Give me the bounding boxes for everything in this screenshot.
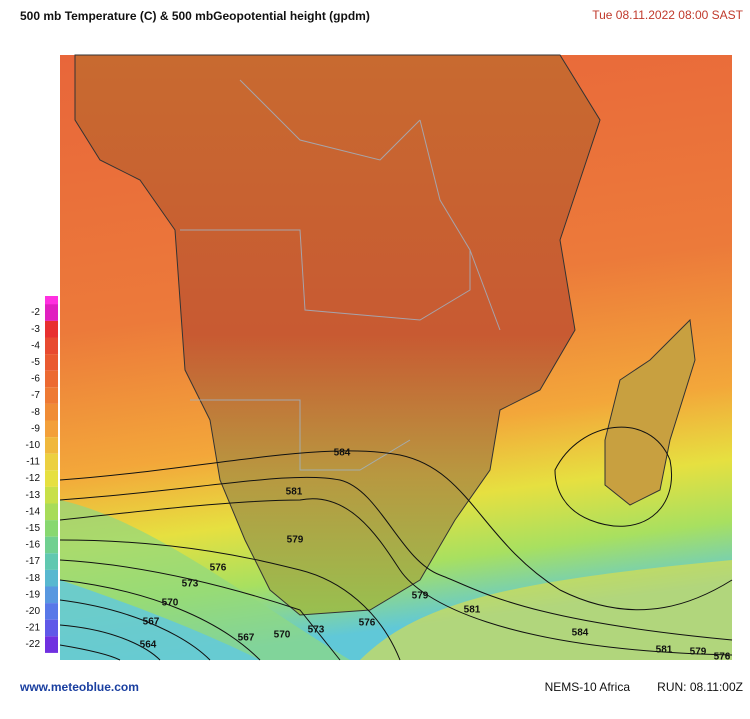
legend-label: -14	[26, 506, 41, 517]
legend-swatch	[45, 503, 58, 521]
source[interactable]: www.meteoblue.com	[19, 680, 139, 694]
legend-label: -21	[26, 623, 41, 634]
legend-swatch	[45, 569, 58, 587]
contour-label: 570	[274, 630, 291, 641]
legend-label: -8	[31, 407, 40, 418]
contour-label: 576	[210, 563, 227, 574]
legend-label: -7	[31, 390, 40, 401]
contour-label: 584	[572, 628, 589, 639]
contour-label: 567	[143, 617, 160, 628]
madagascar	[604, 318, 696, 506]
legend-swatch	[45, 520, 58, 537]
legend-label: -4	[31, 340, 40, 351]
legend-label: -19	[26, 589, 41, 600]
datetime: Tue 08.11.2022 08:00 SAST	[592, 8, 743, 22]
cold-core	[60, 580, 260, 660]
contour-label: 581	[656, 645, 673, 656]
legend-label: -9	[31, 423, 40, 434]
legend-label: -10	[26, 440, 41, 451]
rivers-borders	[180, 79, 501, 471]
contour-label: 576	[714, 652, 731, 663]
legend-swatch	[45, 370, 58, 388]
color-legend: -2 -3 -4 -5 -6 -7 -8 -9 -10 -11 -12 -13 -14 -15 -16 -17…	[26, 296, 58, 653]
map	[59, 54, 733, 661]
legend-swatch	[45, 304, 58, 321]
legend-swatch	[45, 337, 58, 355]
contour-label: 579	[412, 591, 429, 602]
legend-label: -20	[26, 606, 41, 617]
model: NEMS-10 Africa	[545, 680, 631, 694]
legend-swatch	[45, 636, 58, 653]
legend-swatch	[45, 586, 58, 604]
contour-label: 579	[690, 647, 707, 658]
legend-label: -16	[26, 540, 41, 551]
legend-swatch	[45, 453, 58, 471]
legend-label: -17	[26, 556, 41, 567]
legend-swatch	[45, 470, 58, 487]
contour-label: 579	[287, 535, 304, 546]
legend-swatch	[45, 536, 58, 554]
contour-label: 570	[162, 598, 179, 609]
legend-label: -3	[31, 324, 40, 335]
legend-label: -13	[26, 490, 41, 501]
legend-swatch	[45, 553, 58, 570]
legend-swatch	[45, 387, 58, 404]
legend-label: -15	[26, 523, 41, 534]
africa-land	[74, 54, 601, 616]
height-contours	[59, 426, 733, 661]
legend-label: -5	[31, 357, 40, 368]
title: 500 mb Temperature (C) & 500 mbGeopotent…	[20, 9, 370, 23]
run: RUN: 08.11:00Z	[657, 680, 743, 694]
legend-label: -18	[26, 573, 41, 584]
legend-swatch	[45, 354, 58, 371]
warm-band	[360, 560, 732, 660]
legend-swatch	[45, 486, 58, 504]
legend-swatch	[45, 420, 58, 438]
contour-label: 581	[286, 487, 303, 498]
legend-swatch	[45, 619, 58, 637]
legend-swatch	[45, 437, 58, 454]
legend-swatch	[45, 403, 58, 421]
contour-label: 573	[182, 579, 199, 590]
contour-label: 573	[308, 625, 325, 636]
legend-label: -22	[26, 639, 41, 650]
legend-label: -12	[26, 473, 41, 484]
legend-swatch	[45, 320, 58, 338]
legend-label: -2	[31, 307, 40, 318]
contour-label: 576	[359, 618, 376, 629]
contour-label: 564	[140, 640, 157, 651]
legend-label: -11	[26, 457, 40, 468]
legend-swatch	[45, 603, 58, 620]
legend-label: -6	[31, 374, 40, 385]
contour-label: 584	[334, 448, 351, 459]
contour-label: 581	[464, 605, 481, 616]
contour-label: 567	[238, 633, 255, 644]
